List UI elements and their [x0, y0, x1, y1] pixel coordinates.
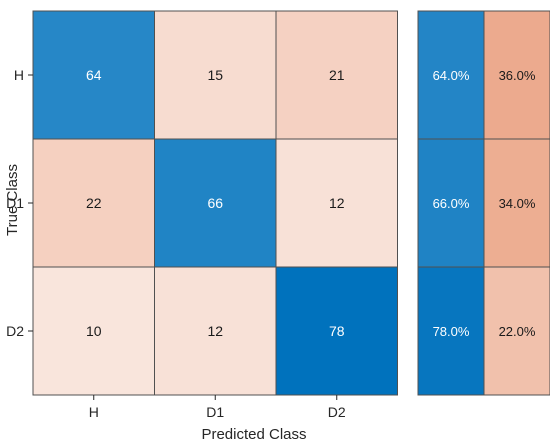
axis-ticks: H D1 D2 H D1 D2	[6, 67, 346, 420]
x-tick-label-d1: D1	[206, 404, 224, 420]
cell-d1-h	[32, 138, 155, 268]
summary-correct-h	[417, 10, 485, 140]
y-tick-label-d1: D1	[6, 195, 24, 211]
x-tick-label-d2: D2	[328, 404, 346, 420]
cell-value-h-d1: 15	[207, 67, 223, 83]
cell-h-h	[32, 10, 155, 140]
cell-d1-d1	[154, 138, 277, 268]
cell-value-d2-d2: 78	[329, 323, 345, 339]
cell-d1-d2	[275, 138, 398, 268]
cell-value-d2-h: 10	[86, 323, 102, 339]
confusion-matrix: 64 15 21 22 66 12 10 12 78	[32, 10, 398, 396]
summary-label-correct-d1: 66.0%	[433, 196, 470, 211]
summary-label-correct-d2: 78.0%	[433, 324, 470, 339]
y-axis-label: True Class	[4, 164, 21, 236]
row-summary: 64.0% 36.0% 66.0% 34.0% 78.0% 22.0%	[417, 10, 550, 396]
cell-h-d2	[275, 10, 398, 140]
x-axis-label: Predicted Class	[201, 426, 306, 443]
summary-label-correct-h: 64.0%	[433, 68, 470, 83]
cell-d2-d1	[154, 266, 277, 396]
summary-correct-d2	[417, 266, 485, 396]
summary-label-incorrect-d2: 22.0%	[499, 324, 536, 339]
y-tick-label-d2: D2	[6, 323, 24, 339]
cell-value-d1-d1: 66	[207, 195, 223, 211]
summary-incorrect-h	[483, 10, 550, 140]
summary-label-incorrect-h: 36.0%	[499, 68, 536, 83]
summary-correct-d1	[417, 138, 485, 268]
summary-incorrect-d2	[483, 266, 550, 396]
summary-incorrect-d1	[483, 138, 550, 268]
x-tick-label-h: H	[89, 404, 99, 420]
cell-value-d1-d2: 12	[329, 195, 345, 211]
cell-value-d2-d1: 12	[207, 323, 223, 339]
summary-label-incorrect-d1: 34.0%	[499, 196, 536, 211]
cell-value-d1-h: 22	[86, 195, 102, 211]
y-tick-label-h: H	[14, 67, 24, 83]
cell-value-h-h: 64	[86, 67, 102, 83]
cell-h-d1	[154, 10, 277, 140]
cell-value-h-d2: 21	[329, 67, 345, 83]
